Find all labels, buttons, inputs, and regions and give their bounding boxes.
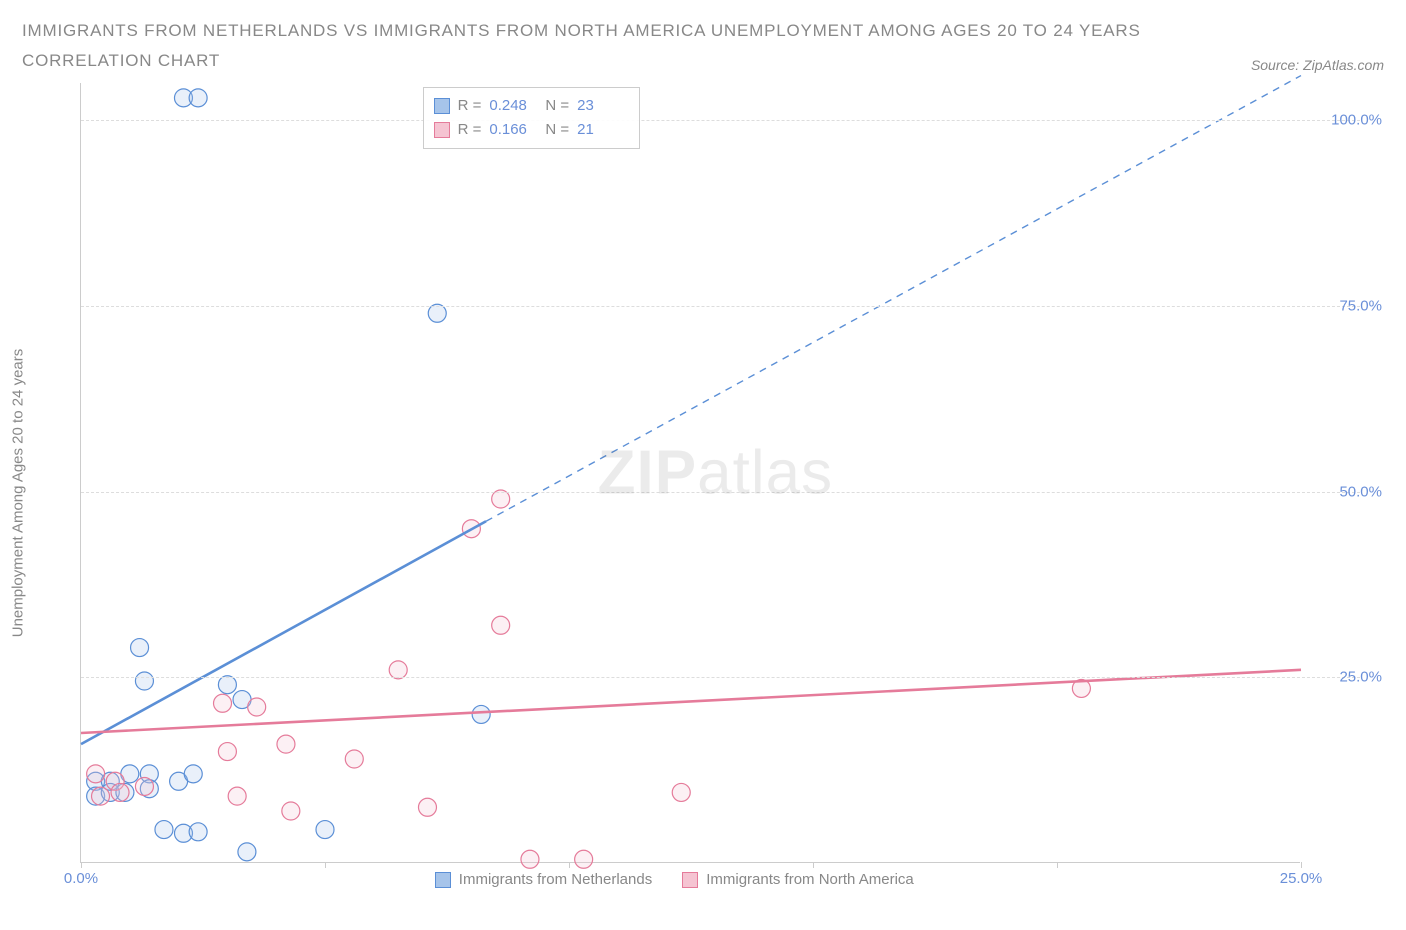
gridline — [81, 492, 1360, 493]
data-point — [92, 787, 110, 805]
y-axis-label: Unemployment Among Ages 20 to 24 years — [10, 349, 27, 638]
data-point — [135, 672, 153, 690]
data-point — [135, 777, 153, 795]
x-tick — [1057, 862, 1058, 868]
data-point — [418, 798, 436, 816]
stats-r-label: R = — [458, 118, 482, 142]
x-tick — [813, 862, 814, 868]
x-tick-label: 25.0% — [1280, 870, 1323, 887]
stats-r-value: 0.166 — [489, 118, 537, 142]
data-point — [184, 765, 202, 783]
regression-line — [81, 521, 486, 744]
stats-r-value: 0.248 — [489, 94, 537, 118]
gridline — [81, 306, 1360, 307]
chart-area: Unemployment Among Ages 20 to 24 years 2… — [22, 83, 1384, 903]
legend-swatch — [434, 98, 450, 114]
chart-source: Source: ZipAtlas.com — [1251, 57, 1384, 73]
data-point — [189, 89, 207, 107]
data-point — [282, 802, 300, 820]
data-point — [316, 821, 334, 839]
chart-header: IMMIGRANTS FROM NETHERLANDS VS IMMIGRANT… — [0, 0, 1406, 73]
data-point — [277, 735, 295, 753]
legend-swatch — [434, 122, 450, 138]
legend-item: Immigrants from North America — [682, 871, 914, 888]
data-point — [389, 661, 407, 679]
data-point — [345, 750, 363, 768]
stats-n-value: 23 — [577, 94, 625, 118]
x-tick — [569, 862, 570, 868]
data-point — [111, 783, 129, 801]
data-point — [218, 743, 236, 761]
plot-svg — [81, 83, 1301, 863]
data-point — [238, 843, 256, 861]
data-point — [87, 765, 105, 783]
data-point — [575, 850, 593, 868]
stats-row: R = 0.166 N = 21 — [434, 118, 626, 142]
data-point — [492, 490, 510, 508]
chart-title-line1: IMMIGRANTS FROM NETHERLANDS VS IMMIGRANT… — [22, 18, 1384, 44]
stats-n-value: 21 — [577, 118, 625, 142]
legend-label: Immigrants from Netherlands — [459, 871, 652, 888]
legend-swatch — [682, 872, 698, 888]
legend-label: Immigrants from North America — [706, 871, 914, 888]
data-point — [672, 783, 690, 801]
data-point — [155, 821, 173, 839]
data-point — [218, 676, 236, 694]
y-tick-label: 75.0% — [1312, 297, 1382, 314]
stats-box: R = 0.248 N = 23 R = 0.166 N = 21 — [423, 87, 641, 149]
data-point — [521, 850, 539, 868]
stats-n-label: N = — [545, 94, 569, 118]
x-axis-legend: Immigrants from Netherlands Immigrants fr… — [435, 871, 914, 888]
chart-source-label: Source: — [1251, 57, 1303, 73]
x-tick — [325, 862, 326, 868]
data-point — [228, 787, 246, 805]
gridline — [81, 120, 1360, 121]
data-point — [428, 304, 446, 322]
stats-r-label: R = — [458, 94, 482, 118]
x-tick-label: 0.0% — [64, 870, 98, 887]
chart-source-name: ZipAtlas.com — [1303, 57, 1384, 73]
legend-item: Immigrants from Netherlands — [435, 871, 652, 888]
data-point — [131, 639, 149, 657]
data-point — [189, 823, 207, 841]
y-tick-label: 25.0% — [1312, 669, 1382, 686]
data-point — [248, 698, 266, 716]
data-point — [214, 694, 232, 712]
x-tick — [1301, 862, 1302, 868]
y-tick-label: 50.0% — [1312, 483, 1382, 500]
data-point — [492, 616, 510, 634]
stats-n-label: N = — [545, 118, 569, 142]
x-tick — [81, 862, 82, 868]
gridline — [81, 677, 1360, 678]
legend-swatch — [435, 872, 451, 888]
stats-row: R = 0.248 N = 23 — [434, 94, 626, 118]
y-tick-label: 100.0% — [1312, 112, 1382, 129]
chart-subtitle-row: CORRELATION CHART Source: ZipAtlas.com — [22, 48, 1384, 74]
chart-title-line2: CORRELATION CHART — [22, 48, 220, 74]
plot-region: 25.0%50.0%75.0%100.0%0.0%25.0%ZIPatlasR … — [80, 83, 1300, 863]
data-point — [472, 705, 490, 723]
